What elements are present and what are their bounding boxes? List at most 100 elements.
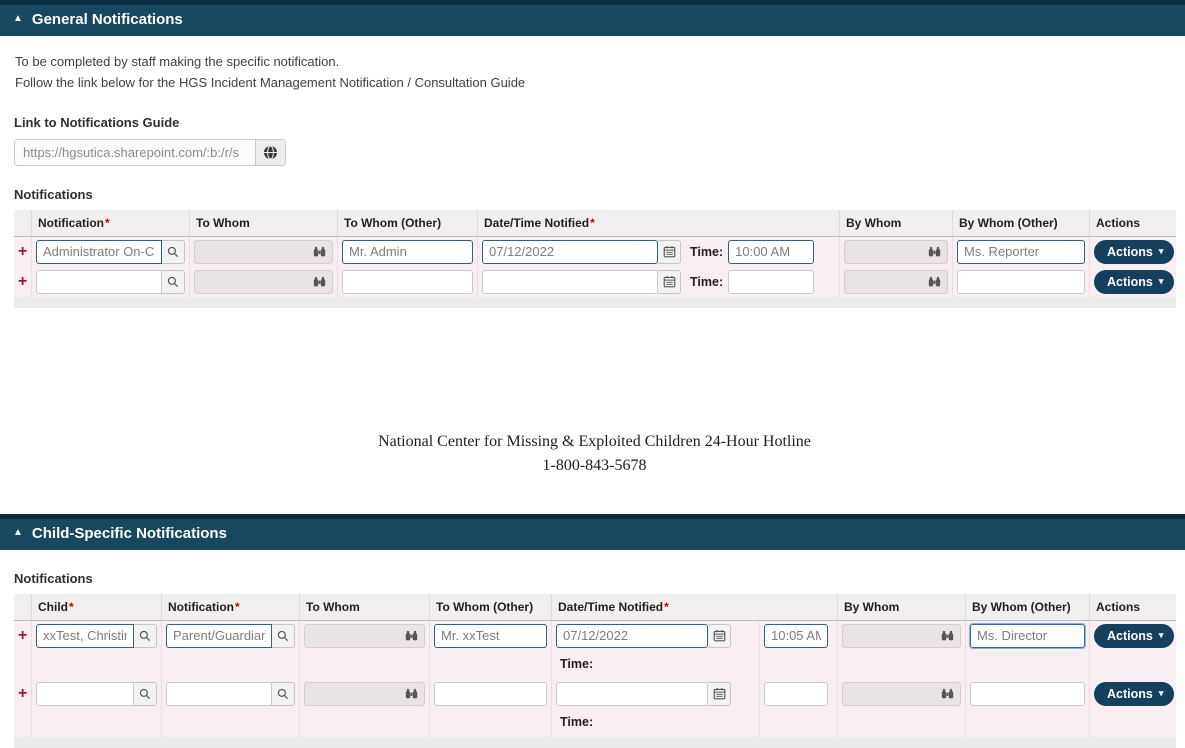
binoculars-icon	[313, 275, 326, 288]
to-whom-lookup-field[interactable]	[194, 239, 333, 264]
notification-input[interactable]	[166, 681, 272, 706]
to-whom-other-input[interactable]	[434, 623, 547, 648]
header-spacer	[14, 209, 32, 236]
by-whom-lookup-field[interactable]	[844, 269, 948, 294]
to-whom-lookup-field[interactable]	[304, 681, 425, 706]
date-picker-button[interactable]	[658, 269, 681, 294]
time-notified-input[interactable]	[764, 623, 828, 648]
add-row-button[interactable]: +	[18, 626, 28, 644]
section-header-general[interactable]: ▲ General Notifications	[0, 0, 1185, 36]
date-picker-button[interactable]	[708, 623, 731, 648]
header-to-whom: To Whom	[300, 593, 430, 620]
collapse-icon[interactable]: ▲	[13, 13, 23, 24]
header-to-whom: To Whom	[190, 209, 338, 236]
general-section-content: To be completed by staff making the spec…	[0, 52, 1185, 478]
binoculars-icon	[941, 629, 954, 642]
header-by-whom-other: By Whom (Other)	[966, 593, 1090, 620]
caret-down-icon: ▾	[1158, 688, 1164, 699]
date-notified-input[interactable]	[556, 623, 708, 648]
to-whom-lookup-field[interactable]	[194, 269, 333, 294]
date-notified-input[interactable]	[556, 681, 708, 706]
to-whom-other-input[interactable]	[434, 681, 547, 706]
caret-down-icon: ▾	[1158, 276, 1164, 287]
caret-down-icon: ▾	[1158, 246, 1164, 257]
by-whom-lookup-field[interactable]	[842, 623, 961, 648]
section-header-child-specific[interactable]: ▲ Child-Specific Notifications	[0, 513, 1185, 550]
child-input[interactable]	[36, 681, 134, 706]
notification-search-button[interactable]	[162, 269, 185, 294]
table-row: +	[14, 678, 1176, 737]
date-notified-input[interactable]	[482, 269, 658, 294]
notification-input[interactable]	[36, 269, 162, 294]
calendar-icon	[663, 275, 676, 288]
notification-combo	[166, 623, 295, 648]
section-title-general: General Notifications	[31, 11, 183, 28]
child-input[interactable]	[36, 623, 134, 648]
binoculars-icon	[405, 687, 418, 700]
notification-input[interactable]	[36, 239, 162, 264]
date-notified-input[interactable]	[482, 239, 658, 264]
add-row-button[interactable]: +	[18, 242, 28, 260]
time-notified-input[interactable]	[764, 681, 828, 706]
notification-search-button[interactable]	[272, 623, 295, 648]
date-picker-button[interactable]	[708, 681, 731, 706]
caret-down-icon: ▾	[1158, 630, 1164, 641]
by-whom-other-input[interactable]	[970, 681, 1085, 706]
child-combo	[36, 623, 157, 648]
notification-input[interactable]	[166, 623, 272, 648]
add-row-button[interactable]: +	[18, 684, 28, 702]
header-to-whom-other: To Whom (Other)	[338, 209, 478, 236]
time-label: Time:	[560, 656, 594, 671]
binoculars-icon	[313, 245, 326, 258]
table-row: +	[14, 620, 1176, 679]
search-icon	[167, 246, 179, 258]
actions-button[interactable]: Actions ▾	[1094, 681, 1175, 706]
by-whom-lookup-field[interactable]	[844, 239, 948, 264]
link-guide-input[interactable]	[15, 139, 255, 165]
header-datetime-notified: Date/Time Notified*	[478, 209, 840, 236]
hotline-notice: National Center for Missing & Exploited …	[14, 430, 1175, 478]
header-to-whom-other: To Whom (Other)	[430, 593, 552, 620]
child-search-button[interactable]	[134, 623, 157, 648]
notification-search-button[interactable]	[272, 681, 295, 706]
calendar-icon	[663, 245, 676, 258]
required-asterisk: *	[590, 215, 595, 230]
search-icon	[139, 630, 151, 642]
table-footer-strip	[14, 736, 1176, 748]
to-whom-lookup-field[interactable]	[304, 623, 425, 648]
header-child: Child*	[32, 593, 162, 620]
child-notifications-table: Child* Notification* To Whom To Whom (Ot…	[14, 593, 1176, 748]
required-asterisk: *	[105, 215, 110, 230]
table-header-row: Child* Notification* To Whom To Whom (Ot…	[14, 593, 1176, 621]
required-asterisk: *	[69, 599, 74, 614]
intro-line-1: To be completed by staff making the spec…	[15, 54, 340, 69]
add-row-button[interactable]: +	[18, 272, 28, 290]
time-notified-input[interactable]	[728, 269, 815, 294]
by-whom-other-input[interactable]	[969, 622, 1086, 649]
table-row: +	[14, 236, 1176, 267]
date-picker-button[interactable]	[658, 239, 681, 264]
actions-button[interactable]: Actions ▾	[1094, 269, 1175, 294]
actions-button[interactable]: Actions ▾	[1094, 623, 1175, 648]
binoculars-icon	[405, 629, 418, 642]
header-by-whom: By Whom	[838, 593, 966, 620]
by-whom-lookup-field[interactable]	[842, 681, 961, 706]
open-link-button[interactable]	[255, 139, 285, 165]
notification-combo	[166, 681, 295, 706]
collapse-icon[interactable]: ▲	[13, 526, 23, 538]
globe-icon	[263, 145, 278, 160]
table-row: +	[14, 266, 1176, 297]
by-whom-other-input[interactable]	[957, 239, 1085, 264]
required-asterisk: *	[235, 599, 240, 614]
actions-button[interactable]: Actions ▾	[1094, 239, 1175, 264]
intro-line-2: Follow the link below for the HGS Incide…	[15, 74, 526, 90]
to-whom-other-input[interactable]	[342, 239, 473, 264]
to-whom-other-input[interactable]	[342, 269, 473, 294]
by-whom-other-input[interactable]	[957, 269, 1085, 294]
child-search-button[interactable]	[134, 681, 157, 706]
time-notified-input[interactable]	[728, 239, 815, 264]
required-asterisk: *	[664, 599, 669, 614]
binoculars-icon	[928, 245, 941, 258]
search-icon	[277, 630, 289, 642]
notification-search-button[interactable]	[162, 239, 185, 264]
